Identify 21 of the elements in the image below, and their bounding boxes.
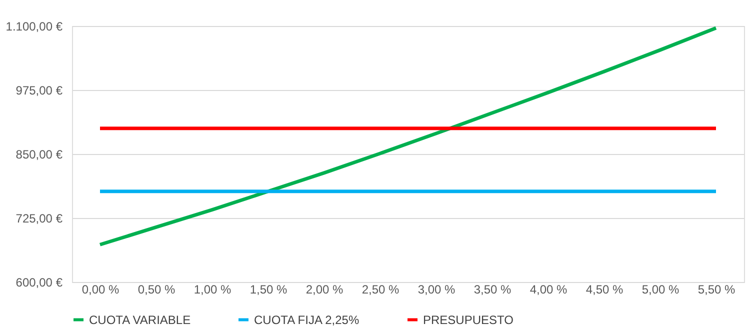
x-tick-label: 0,00 %	[82, 282, 120, 296]
line-series	[98, 26, 718, 246]
y-tick-label: 850,00 €	[16, 148, 63, 162]
x-tick-label: 4,50 %	[586, 282, 624, 296]
y-tick-label: 725,00 €	[16, 212, 63, 226]
x-tick-label: 2,50 %	[362, 282, 400, 296]
legend-label: PRESUPUESTO	[423, 312, 514, 327]
x-tick-label: 3,50 %	[474, 282, 512, 296]
x-tick-label: 3,00 %	[418, 282, 456, 296]
x-tick-label: 1,50 %	[250, 282, 288, 296]
y-tick-label: 1.100,00 €	[6, 20, 63, 34]
x-tick-label: 0,50 %	[138, 282, 176, 296]
x-tick-label: 5,50 %	[698, 282, 736, 296]
x-tick-label: 2,00 %	[306, 282, 344, 296]
legend-label: CUOTA FIJA 2,25%	[254, 312, 360, 327]
y-tick-label: 975,00 €	[16, 84, 63, 98]
legend-label: CUOTA VARIABLE	[89, 312, 191, 327]
x-tick-label: 4,00 %	[530, 282, 568, 296]
x-tick-label: 1,00 %	[194, 282, 232, 296]
y-tick-label: 600,00 €	[16, 276, 63, 290]
x-tick-label: 5,00 %	[642, 282, 680, 296]
